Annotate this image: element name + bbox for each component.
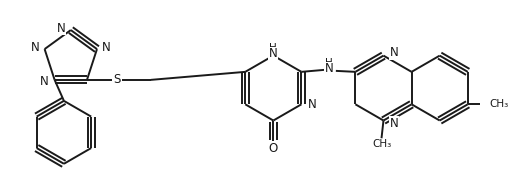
Text: O: O [268, 142, 277, 154]
Text: N: N [388, 117, 398, 130]
Text: H: H [324, 58, 332, 68]
Text: N: N [31, 41, 40, 54]
Text: N: N [324, 62, 333, 75]
Text: N: N [308, 98, 317, 111]
Text: N: N [40, 75, 49, 88]
Text: N: N [388, 46, 398, 59]
Text: N: N [102, 41, 110, 54]
Text: CH₃: CH₃ [489, 99, 507, 109]
Text: CH₃: CH₃ [371, 139, 390, 149]
Text: N: N [57, 22, 66, 35]
Text: N: N [268, 47, 277, 60]
Text: H: H [269, 43, 277, 53]
Text: S: S [112, 73, 120, 86]
